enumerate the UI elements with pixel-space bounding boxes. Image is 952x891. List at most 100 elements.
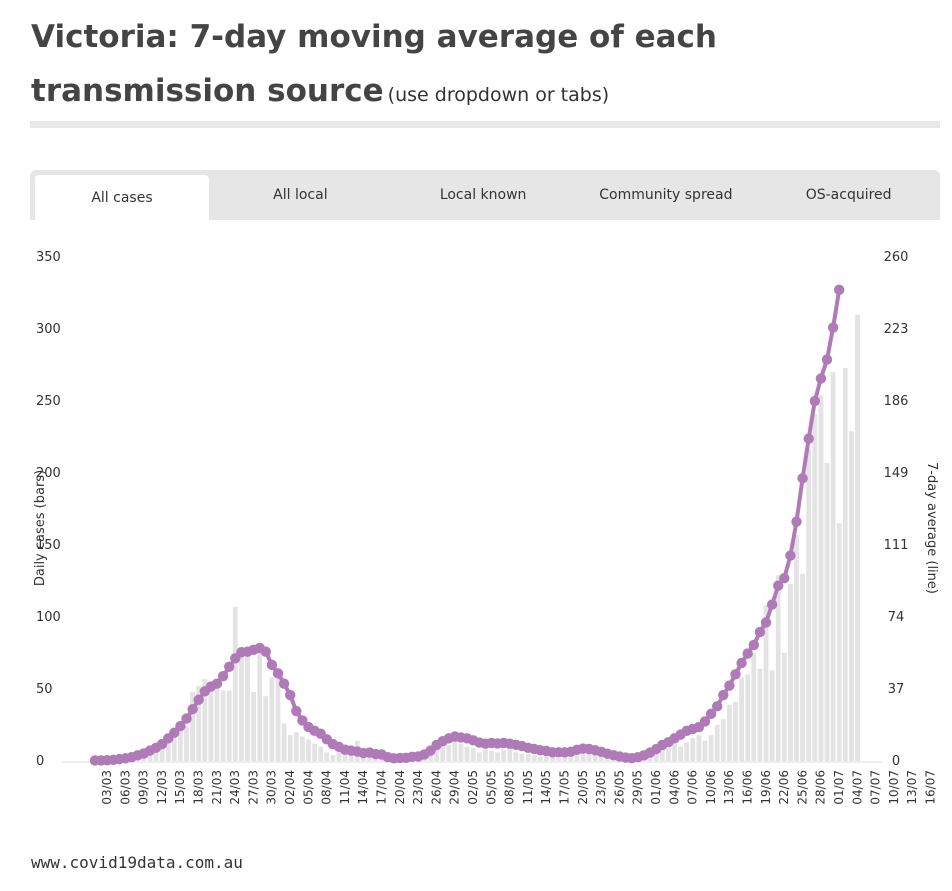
daily-case-bar <box>464 746 470 761</box>
x-tick-label: 06/03 <box>118 770 132 805</box>
daily-case-bar <box>190 691 195 761</box>
tab-local-known[interactable]: Local known <box>439 187 527 203</box>
daily-case-bar <box>556 758 561 761</box>
tab-all-local[interactable]: All local <box>273 187 328 203</box>
daily-case-bar <box>367 755 372 761</box>
tab-community-spread[interactable]: Community spread <box>599 187 733 203</box>
moving-average-point <box>211 678 223 689</box>
daily-case-bar <box>257 645 263 761</box>
moving-average-point <box>297 715 308 726</box>
daily-case-bar <box>659 749 665 761</box>
y-tick-label: 0 <box>36 754 44 769</box>
moving-average-point <box>705 708 717 720</box>
daily-case-bar <box>818 395 824 761</box>
daily-case-bar <box>263 696 269 761</box>
x-tick-label: 22/06 <box>777 770 791 805</box>
daily-case-bar <box>714 725 720 761</box>
moving-average-point <box>827 322 839 333</box>
daily-case-bar <box>208 687 214 761</box>
y-tick-label: 300 <box>36 322 61 337</box>
y-tick-label: 150 <box>36 538 61 553</box>
x-tick-label: 10/07 <box>887 770 901 805</box>
daily-case-bar <box>684 742 690 761</box>
daily-case-bar <box>147 752 153 761</box>
daily-case-bar <box>574 755 580 761</box>
daily-case-bar <box>300 736 305 761</box>
moving-average-point <box>809 395 820 407</box>
x-tick-label: 11/05 <box>521 770 535 805</box>
daily-case-bar <box>781 653 787 761</box>
x-tick-label: 13/06 <box>722 770 736 805</box>
daily-case-bar <box>507 748 513 761</box>
daily-case-bar <box>720 719 726 761</box>
daily-case-bar <box>336 752 342 761</box>
moving-average-point <box>291 705 302 717</box>
daily-case-bar <box>245 648 250 761</box>
moving-average-point <box>187 703 198 715</box>
daily-case-bar <box>483 749 488 761</box>
daily-case-bar <box>159 746 165 761</box>
daily-case-bar <box>647 755 653 761</box>
daily-case-bar <box>239 647 244 761</box>
daily-case-bar <box>440 746 446 761</box>
daily-case-bar <box>775 575 781 761</box>
moving-average-point <box>224 661 235 672</box>
daily-case-bar <box>428 750 433 761</box>
daily-case-bar <box>495 752 500 761</box>
daily-case-bar <box>153 749 159 761</box>
daily-case-bar <box>806 448 812 761</box>
moving-average-point <box>260 646 271 657</box>
y2-tick-label: 74 <box>888 610 905 625</box>
daily-case-bar <box>708 735 714 761</box>
daily-case-bar <box>666 748 671 761</box>
daily-case-bar <box>196 686 202 761</box>
daily-case-bar <box>598 755 604 761</box>
x-tick-label: 24/03 <box>228 770 242 805</box>
x-tick-label: 05/05 <box>484 770 498 805</box>
daily-case-bar <box>269 677 275 761</box>
daily-case-bar <box>537 756 543 761</box>
daily-case-bar <box>330 755 336 761</box>
tab-bar: All cases All local Local known Communit… <box>30 170 940 220</box>
daily-case-bar <box>184 726 189 761</box>
daily-case-bar <box>824 462 830 761</box>
daily-case-bar <box>519 753 525 761</box>
x-tick-label: 09/03 <box>137 770 151 805</box>
x-tick-label: 18/03 <box>192 770 206 805</box>
y-tick-label: 50 <box>36 682 53 697</box>
daily-case-bar <box>800 573 805 761</box>
x-tick-label: 17/05 <box>558 770 572 805</box>
daily-case-bar <box>251 691 256 761</box>
moving-average-point <box>766 599 778 610</box>
x-tick-label: 25/06 <box>795 770 809 805</box>
daily-case-bar <box>476 752 482 761</box>
daily-case-bar <box>202 678 208 761</box>
daily-case-bar <box>751 653 757 761</box>
daily-case-bar <box>232 606 238 761</box>
moving-average-point <box>730 669 741 680</box>
daily-case-bar <box>513 752 519 761</box>
daily-case-bar <box>794 534 799 761</box>
x-tick-label: 27/03 <box>246 770 260 805</box>
x-tick-label: 16/07 <box>924 770 938 805</box>
daily-case-bar <box>769 670 775 761</box>
x-tick-label: 14/04 <box>356 770 370 805</box>
daily-case-bar <box>171 735 177 761</box>
transmission-chart: 0 50 100 150 200 250 300 350 0 37 74 111 149 186 223 26… <box>33 250 939 805</box>
title-main: Victoria: 7-day moving average of each t… <box>31 19 717 109</box>
moving-average-point <box>815 373 827 384</box>
tab-os-acquired[interactable]: OS-acquired <box>805 187 892 203</box>
x-tick-label: 26/05 <box>612 770 626 805</box>
daily-case-bar <box>287 735 293 761</box>
tab-all-cases[interactable]: All cases <box>35 175 209 220</box>
daily-case-bar <box>592 755 598 761</box>
y-tick-label: 250 <box>36 394 61 409</box>
moving-average-point <box>797 473 808 484</box>
daily-case-bar <box>501 749 507 761</box>
daily-case-bar <box>836 523 842 761</box>
y2-tick-label: 0 <box>892 754 900 769</box>
daily-case-bar <box>306 739 311 761</box>
moving-average-point <box>169 727 180 738</box>
daily-case-bar <box>653 750 659 761</box>
y2-tick-label: 186 <box>884 394 909 409</box>
